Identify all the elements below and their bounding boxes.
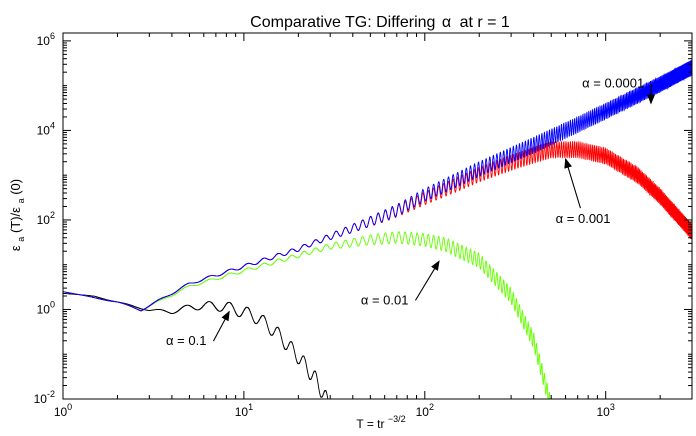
y-tick-label-exponent: 6 — [50, 31, 55, 41]
y-tick-label-base: 10 — [37, 123, 51, 137]
x-tick-label-exponent: 0 — [67, 402, 72, 412]
y-tick-label-exponent: 0 — [50, 299, 55, 309]
x-axis-label-text: T = tr — [356, 417, 384, 431]
y-axis-label-epsilon: ε — [8, 245, 23, 251]
y-axis-label-sub-a2: a — [16, 198, 26, 203]
x-axis-label-exponent: −3/2 — [388, 414, 406, 424]
y-tick-label: 102 — [37, 210, 55, 227]
series-arrow-3 — [212, 310, 230, 342]
chart-title-suffix: at r = 1 — [460, 14, 510, 31]
y-tick-label: 10-2 — [34, 389, 55, 406]
x-tick-label-exponent: 2 — [429, 402, 434, 412]
y-tick-label: 104 — [37, 120, 55, 137]
y-tick-label-base: 10 — [37, 302, 51, 316]
y-tick-label-base: 10 — [37, 213, 51, 227]
series-arrow-1 — [564, 158, 581, 209]
series-line-0 — [63, 59, 692, 312]
x-tick-label: 103 — [597, 402, 615, 419]
y-tick-label: 106 — [37, 31, 55, 48]
series-label-1: α = 0.001 — [556, 211, 611, 226]
x-tick-label-base: 10 — [416, 405, 430, 419]
x-tick-label: 100 — [54, 402, 72, 419]
y-tick-label-exponent: 4 — [50, 120, 55, 130]
y-tick-label-base: 10 — [37, 34, 51, 48]
series-line-2 — [63, 231, 551, 399]
series-arrow-2 — [414, 260, 440, 301]
plot-frame — [62, 32, 693, 400]
plot-border — [62, 32, 693, 400]
y-tick-label: 100 — [37, 299, 55, 316]
series-label-0: α = 0.0001 — [582, 76, 644, 91]
y-axis-label-sub-a: a — [16, 237, 26, 242]
y-tick-label-base: 10 — [34, 392, 48, 406]
series-label-2: α = 0.01 — [361, 292, 409, 307]
series-line-3 — [63, 292, 329, 399]
x-tick-label-base: 10 — [597, 405, 611, 419]
series-label-3: α = 0.1 — [166, 333, 206, 348]
x-axis-label: T = tr −3/2 — [356, 414, 405, 431]
x-tick-label-exponent: 1 — [248, 402, 253, 412]
y-axis-label: ε a (T)/ε a (0) — [8, 179, 27, 251]
chart-title: Comparative TG: Differing α at r = 1 — [250, 14, 510, 31]
x-tick-label-base: 10 — [54, 405, 68, 419]
y-axis-label-end: (0) — [8, 179, 23, 195]
x-tick-label-base: 10 — [235, 405, 249, 419]
y-axis-label-middle: (T)/ε — [8, 207, 23, 233]
x-tick-label: 102 — [416, 402, 434, 419]
y-tick-label-exponent: -2 — [47, 389, 55, 399]
series-annotations: α = 0.0001 α = 0.001 α = 0.01 α = 0.1 — [166, 76, 656, 348]
x-tick-label-exponent: 3 — [610, 402, 615, 412]
y-tick-label-exponent: 2 — [50, 210, 55, 220]
chart-title-prefix: Comparative TG: Differing — [250, 14, 435, 31]
chart-title-alpha: α — [442, 14, 451, 31]
x-tick-label: 101 — [235, 402, 253, 419]
series-layer — [63, 59, 692, 399]
